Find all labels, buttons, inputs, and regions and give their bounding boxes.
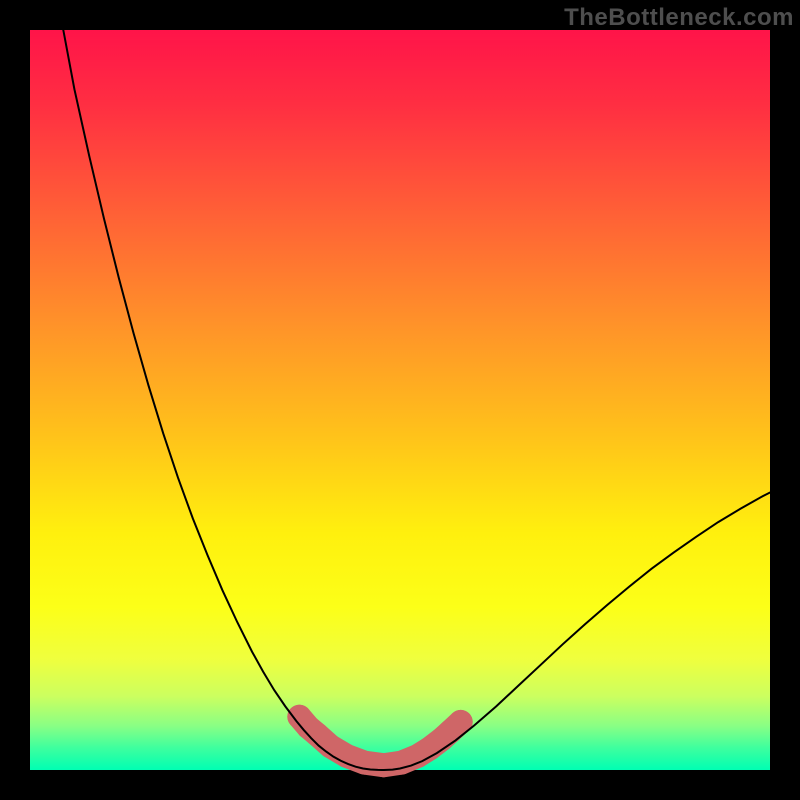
chart-frame: TheBottleneck.com bbox=[0, 0, 800, 800]
watermark-text: TheBottleneck.com bbox=[564, 4, 794, 32]
bottleneck-chart bbox=[0, 0, 800, 800]
plot-background bbox=[30, 30, 770, 770]
